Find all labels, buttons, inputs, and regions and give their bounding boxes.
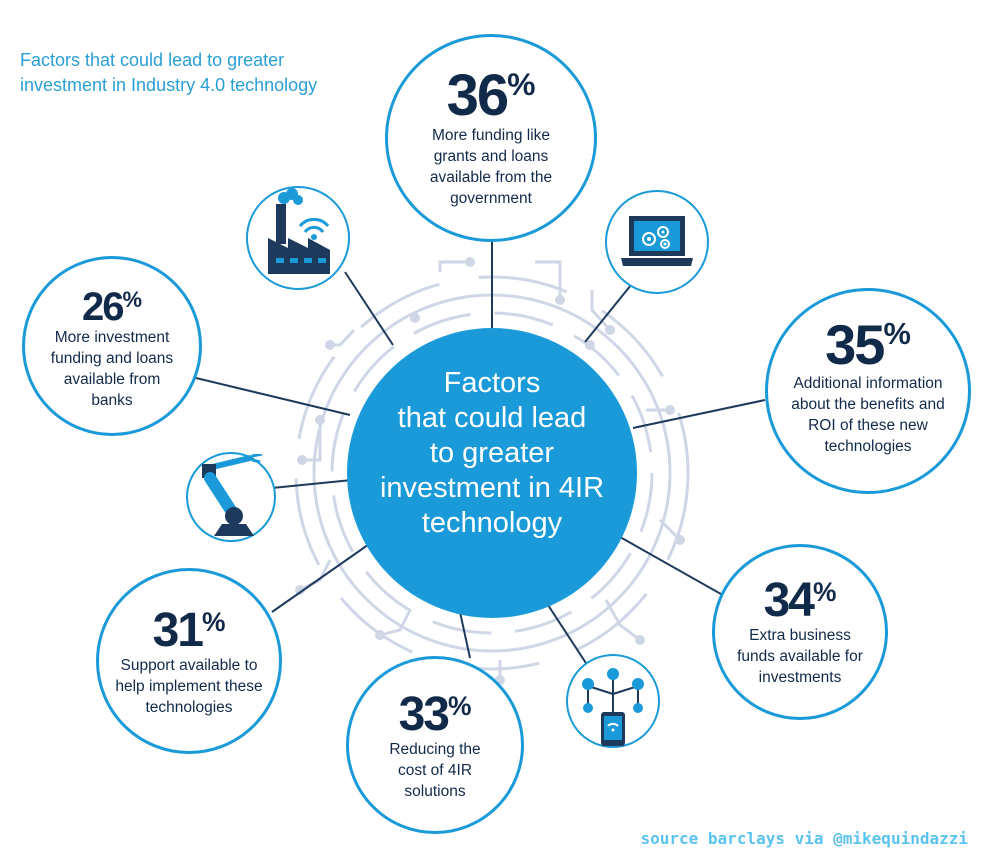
- smart-factory-icon: [246, 186, 350, 290]
- factor-desc-line: ROI of these new: [808, 417, 928, 434]
- factor-desc-line: Extra business: [749, 627, 851, 644]
- factor-desc-line: government: [450, 190, 532, 207]
- factor-percent: 26%: [81, 285, 143, 329]
- factor-desc-line: grants and loans: [433, 148, 549, 165]
- laptop-gears-icon: [605, 190, 709, 294]
- factor-desc-line: technologies: [824, 438, 912, 455]
- title-line-2: investment in Industry 4.0 technology: [20, 75, 318, 95]
- factor-desc-line: Additional information: [793, 375, 943, 392]
- factor-desc-line: funding and loans: [50, 350, 174, 367]
- factor-percent: 31%: [152, 604, 226, 657]
- factor-desc-line: technologies: [145, 699, 233, 716]
- page-title: Factors that could lead to greater inves…: [20, 48, 380, 98]
- factor-bubble-business-funds: 34% Extra business funds available for i…: [712, 544, 888, 720]
- factor-percent: 35%: [825, 313, 911, 376]
- central-circle: Factors that could lead to greater inves…: [347, 328, 637, 618]
- title-line-1: Factors that could lead to greater: [20, 50, 285, 70]
- factor-bubble-implementation-support: 31% Support available to help implement …: [96, 568, 282, 754]
- factor-desc-line: available from: [63, 371, 161, 388]
- factor-desc-line: Support available to: [120, 657, 258, 674]
- factor-desc-line: More investment: [54, 329, 170, 346]
- factor-desc-line: Reducing the: [389, 741, 481, 758]
- center-line-3: to greater: [429, 437, 555, 469]
- factor-desc-line: cost of 4IR: [397, 762, 473, 779]
- factor-bubble-reduce-cost: 33% Reducing the cost of 4IR solutions: [346, 656, 524, 834]
- factor-desc-line: More funding like: [431, 127, 551, 144]
- source-credit: source barclays via @mikequindazzi: [640, 829, 968, 848]
- factor-percent: 36%: [446, 63, 536, 128]
- factor-bubble-bank-funding: 26% More investment funding and loans av…: [22, 256, 202, 436]
- factor-percent: 33%: [398, 688, 472, 741]
- center-line-2: that could lead: [397, 402, 587, 434]
- factor-desc-line: available from the: [429, 169, 553, 186]
- factor-desc-line: about the benefits and: [791, 396, 945, 413]
- factor-desc-line: funds available for: [737, 648, 863, 665]
- robot-arm-icon: [186, 452, 276, 542]
- factor-desc-line: help implement these: [115, 678, 263, 695]
- factor-percent: 34%: [763, 574, 837, 627]
- factor-desc-line: solutions: [404, 783, 466, 800]
- connected-phone-icon: [566, 654, 660, 748]
- center-line-1: Factors: [443, 367, 541, 399]
- center-line-4: investment in 4IR: [379, 472, 605, 504]
- factor-bubble-government-funding: 36% More funding like grants and loans a…: [385, 34, 597, 242]
- factor-bubble-roi-information: 35% Additional information about the ben…: [765, 288, 971, 494]
- center-line-5: technology: [421, 507, 563, 539]
- factor-desc-line: banks: [91, 392, 133, 409]
- factor-desc-line: investments: [758, 669, 842, 686]
